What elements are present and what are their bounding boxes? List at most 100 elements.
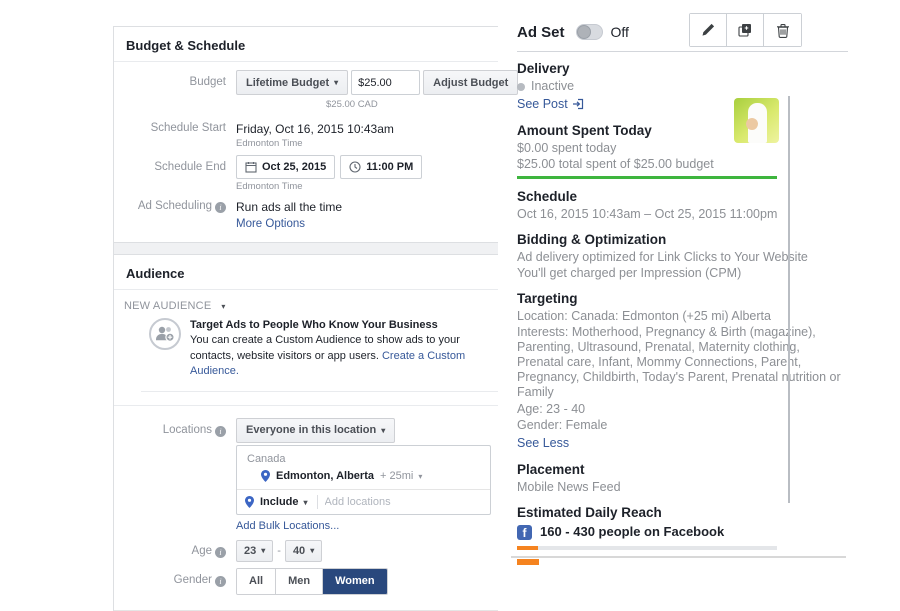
locations-label-text: Locations (162, 423, 212, 436)
budget-type-dropdown[interactable]: Lifetime Budget ▾ (236, 70, 349, 95)
ad-set-title: Ad Set (517, 23, 565, 41)
amount-spent-section: Amount Spent Today $0.00 spent today $25… (517, 122, 848, 179)
reach-value-row: f 160 - 430 people on Facebook (517, 523, 848, 541)
targeting-gender: Gender: Female (517, 418, 608, 432)
location-radius-value: + 25mi (379, 469, 414, 482)
targeting-section: Targeting Location: Canada: Edmonton (+2… (517, 290, 848, 452)
reach-progress-fill (517, 546, 538, 550)
delivery-status: Inactive (517, 79, 847, 94)
info-icon[interactable]: i (215, 575, 226, 587)
total-spent-text: $25.00 total spent of $25.00 budget (517, 157, 714, 171)
budget-progress-fill (517, 176, 777, 179)
see-less-link[interactable]: See Less (517, 436, 570, 450)
gender-option-men[interactable]: Men (276, 568, 324, 594)
age-max-dropdown[interactable]: 40 ▾ (284, 539, 323, 562)
horizontal-scrollbar-thumb[interactable] (517, 559, 539, 565)
gender-option-women[interactable]: Women (323, 568, 387, 594)
include-dropdown[interactable]: Include ▾ (260, 496, 308, 508)
section-gap (114, 242, 498, 255)
ad-scheduling-label: Ad Scheduling i (114, 198, 236, 232)
targeting-interests: Interests: Motherhood, Pregnancy & Birth… (517, 325, 841, 399)
open-post-icon (572, 98, 583, 110)
custom-audience-text: Target Ads to People Who Know Your Busin… (190, 318, 482, 380)
spent-today-text: $0.00 spent today (517, 141, 617, 155)
adjust-budget-button[interactable]: Adjust Budget (423, 70, 519, 95)
gender-label: Gender i (114, 566, 236, 595)
locations-row: Locations i Everyone in this location ▾ Ca… (114, 417, 498, 534)
duplicate-button[interactable] (727, 14, 764, 46)
ad-set-header: Ad Set Off (517, 13, 848, 50)
locations-label: Locations i (114, 418, 236, 534)
ad-preview-thumbnail[interactable] (734, 98, 779, 143)
budget-amount-input[interactable] (351, 70, 421, 95)
caret-down-icon: ▾ (221, 302, 226, 311)
end-date-field[interactable]: Oct 25, 2015 (236, 155, 336, 179)
delete-button[interactable] (764, 14, 801, 46)
edit-button[interactable] (690, 14, 727, 46)
audience-selector-dropdown[interactable]: NEW AUDIENCE ▾ (114, 290, 498, 312)
gender-label-text: Gender (173, 573, 212, 586)
add-people-icon (149, 318, 181, 350)
targeting-age: Age: 23 - 40 (517, 402, 586, 416)
location-radius-dropdown[interactable]: + 25mi ▾ (380, 470, 422, 482)
schedule-end-row: Schedule End Oct 25, 2015 11:00 PM Edmon… (114, 155, 498, 192)
reach-progress-bar (517, 546, 777, 550)
reach-section: Estimated Daily Reach f 160 - 430 people… (517, 504, 848, 550)
gender-row: Gender i All Men Women (114, 566, 498, 595)
end-date-value: Oct 25, 2015 (262, 161, 327, 173)
placement-section: Placement Mobile News Feed (517, 461, 848, 495)
placement-title: Placement (517, 462, 585, 477)
info-icon[interactable]: i (215, 425, 226, 437)
schedule-end-timezone: Edmonton Time (236, 181, 303, 192)
location-city-row[interactable]: Edmonton, Alberta + 25mi ▾ (237, 466, 490, 489)
info-icon[interactable]: i (215, 546, 226, 558)
audience-title: Audience (126, 266, 185, 281)
age-label-text: Age (191, 544, 212, 557)
gender-segmented-control: All Men Women (236, 567, 388, 595)
add-bulk-locations-link[interactable]: Add Bulk Locations... (236, 519, 340, 532)
locations-mode-dropdown[interactable]: Everyone in this location ▾ (236, 417, 396, 443)
more-options-link[interactable]: More Options (236, 218, 306, 230)
budget-schedule-card: Budget & Schedule Budget Lifetime Budget… (114, 27, 519, 242)
ad-scheduling-row: Ad Scheduling i Run ads all the time More… (114, 198, 498, 232)
age-min-dropdown[interactable]: 23 ▾ (236, 539, 274, 562)
divider (114, 289, 498, 290)
clock-icon (349, 161, 361, 173)
gender-option-all[interactable]: All (237, 568, 277, 594)
include-value: Include (260, 495, 299, 508)
targeting-title: Targeting (517, 291, 578, 306)
locations-box: Canada Edmonton, Alberta + 25mi ▾ Include… (236, 444, 491, 515)
see-post-link[interactable]: See Post (517, 96, 584, 112)
ad-scheduling-label-text: Ad Scheduling (137, 200, 212, 212)
toggle-knob (576, 25, 591, 39)
bidding-line-2: You'll get charged per Impression (CPM) (517, 266, 742, 280)
facebook-icon: f (517, 524, 532, 540)
vertical-scrollbar-thumb[interactable] (788, 96, 790, 503)
caret-down-icon: ▾ (381, 425, 386, 435)
caret-down-icon: ▾ (310, 546, 315, 556)
age-row: Age i 23 ▾ - 40 ▾ (114, 539, 498, 562)
location-country: Canada (247, 452, 286, 465)
ad-scheduling-value: Run ads all the time (236, 200, 343, 214)
ad-set-status-toggle[interactable] (575, 24, 603, 40)
map-pin-icon (261, 469, 270, 482)
create-custom-audience-link[interactable]: Create a Custom Audience. (190, 349, 466, 378)
schedule-value: Oct 16, 2015 10:43am – Oct 25, 2015 11:0… (517, 207, 778, 221)
audience-card: Audience NEW AUDIENCE ▾ Target Ads to Peo… (114, 255, 498, 611)
info-icon[interactable]: i (215, 202, 226, 213)
bidding-title: Bidding & Optimization (517, 232, 667, 247)
custom-audience-description: You can create a Custom Audience to show… (190, 334, 460, 362)
calendar-icon (245, 162, 257, 173)
trash-icon (776, 23, 789, 38)
custom-audience-headline: Target Ads to People Who Know Your Busin… (190, 319, 438, 331)
end-time-field[interactable]: 11:00 PM (340, 155, 423, 179)
targeting-location: Location: Canada: Edmonton (+25 mi) Albe… (517, 309, 771, 323)
add-locations-input[interactable] (324, 495, 482, 508)
bidding-section: Bidding & Optimization Ad delivery optim… (517, 231, 848, 281)
status-dot-icon (517, 82, 525, 91)
schedule-start-timezone: Edmonton Time (236, 138, 303, 149)
campaign-settings-panel: Budget & Schedule Budget Lifetime Budget… (113, 26, 519, 611)
delivery-section: Delivery Inactive See Post (517, 60, 848, 113)
reach-value: 160 - 430 people on Facebook (540, 524, 725, 539)
age-separator: - (277, 544, 281, 557)
